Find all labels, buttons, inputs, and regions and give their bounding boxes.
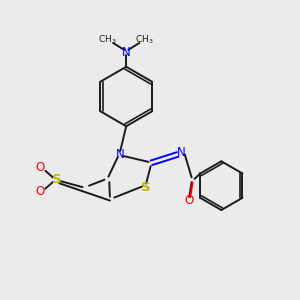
Text: CH$_3$: CH$_3$ [98, 34, 117, 46]
Text: N: N [177, 146, 186, 160]
Text: O: O [184, 194, 193, 207]
Text: O: O [35, 161, 45, 174]
Text: S: S [52, 173, 61, 186]
Text: O: O [35, 185, 45, 198]
Text: N: N [122, 46, 130, 59]
Text: N: N [116, 148, 125, 161]
Text: CH$_3$: CH$_3$ [135, 34, 154, 46]
Text: S: S [141, 181, 150, 194]
